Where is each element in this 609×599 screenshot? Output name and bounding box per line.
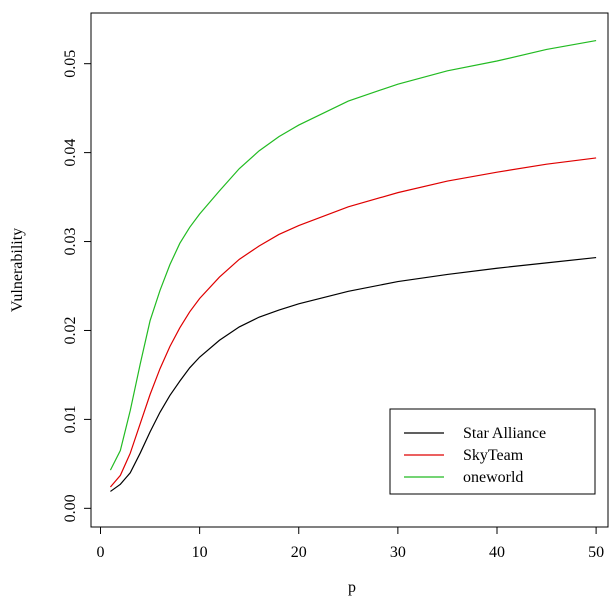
- plot-frame: [90, 12, 609, 528]
- y-tick-label: 0.02: [62, 316, 79, 344]
- y-axis-label: Vulnerability: [9, 228, 26, 312]
- legend-label: oneworld: [463, 469, 523, 486]
- legend-label: Star Alliance: [463, 425, 546, 442]
- legend-box: [389, 408, 596, 495]
- x-axis-label: p: [348, 579, 356, 596]
- y-tick-label: 0.05: [62, 50, 79, 78]
- x-tick-label: 40: [489, 544, 505, 561]
- series-line: [110, 256, 597, 492]
- x-tick-label: 30: [390, 544, 406, 561]
- legend-label: SkyTeam: [463, 447, 524, 464]
- x-tick-label: 10: [192, 544, 208, 561]
- series-line: [109, 157, 597, 488]
- series-line: [109, 39, 597, 471]
- x-tick-label: 0: [97, 544, 105, 561]
- y-tick-label: 0.04: [62, 139, 79, 167]
- y-tick-label: 0.00: [62, 494, 79, 522]
- x-tick-label: 50: [588, 544, 604, 561]
- y-tick-label: 0.01: [62, 405, 79, 433]
- y-tick-label: 0.03: [62, 228, 79, 256]
- x-tick-label: 20: [291, 544, 307, 561]
